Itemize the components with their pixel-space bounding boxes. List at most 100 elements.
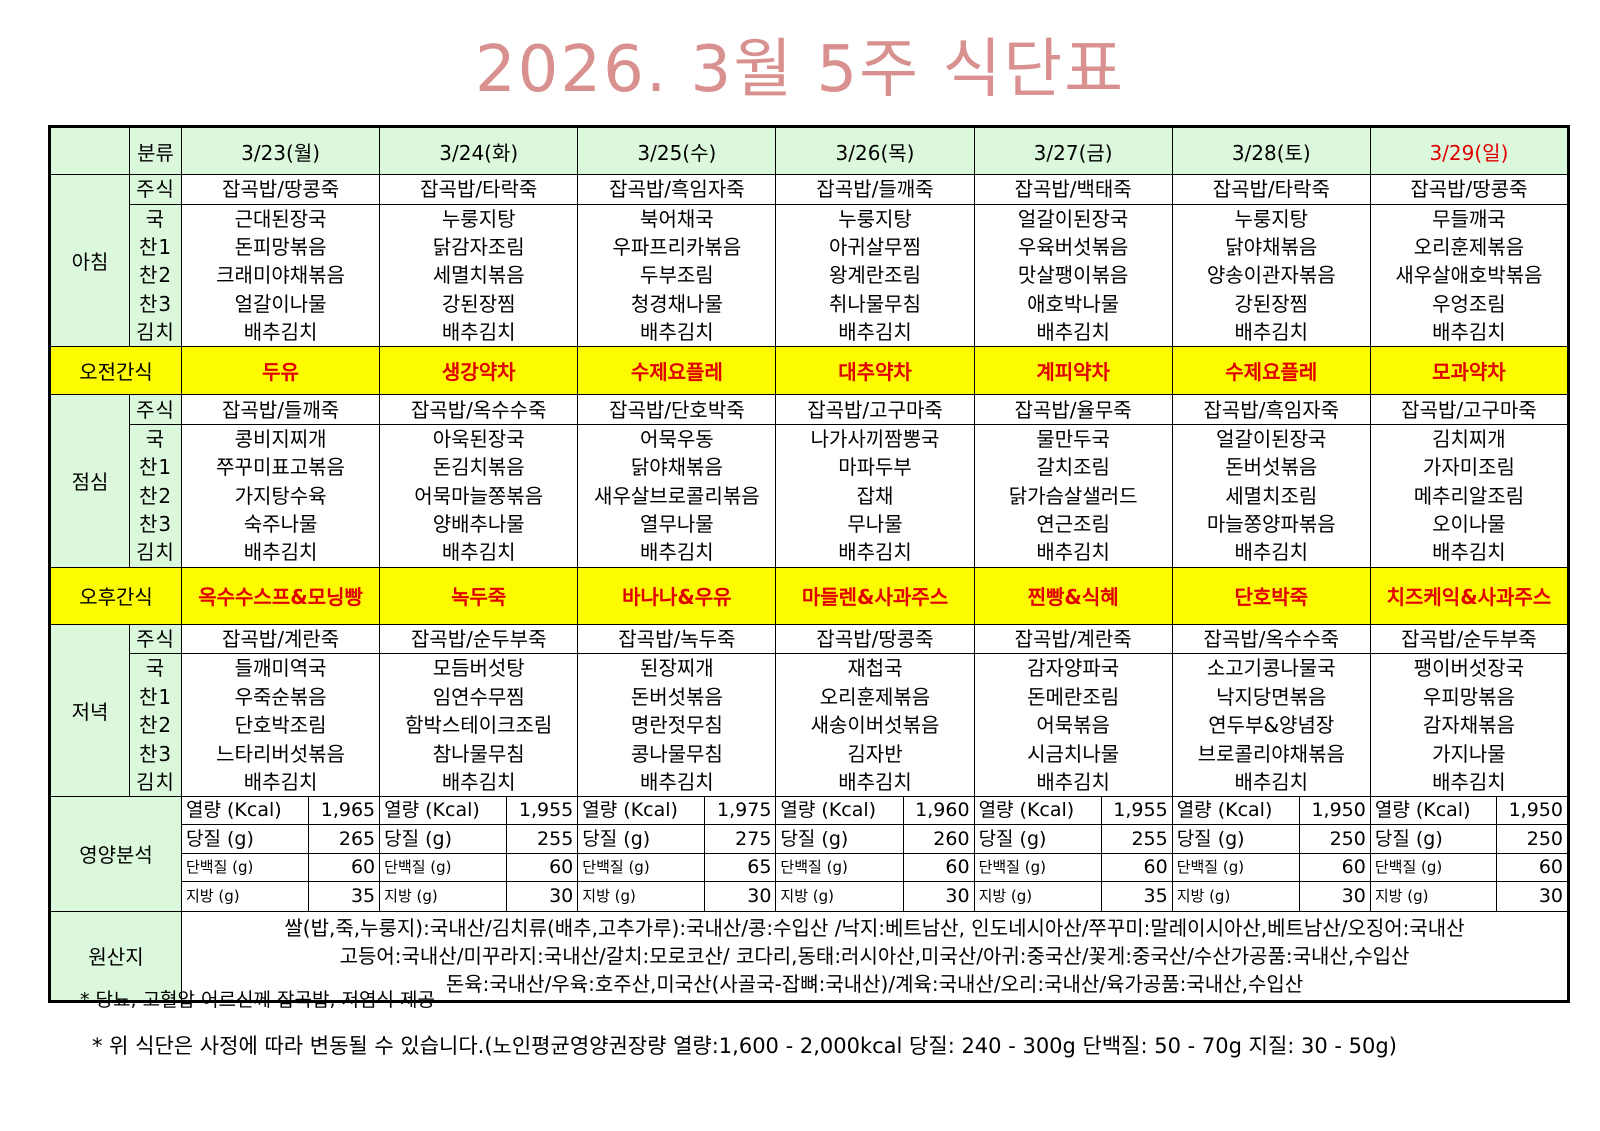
dish-item: 왕계란조림 [828, 263, 921, 288]
breakfast-label: 아침 [49, 174, 130, 348]
dish-item: 배추김치 [640, 540, 714, 565]
dish-item: 배추김치 [1234, 769, 1309, 794]
dish-item: 가지나물 [1432, 741, 1506, 766]
lunch-day-cell: 잡곡밥/고구마죽 김치찌개 가자미조림 메추리알조림 오이나물 배추김치 [1369, 394, 1570, 568]
dish-item: 맛살팽이볶음 [1017, 263, 1129, 288]
dish-item: 마파두부 [838, 455, 912, 480]
dish-item: 오이나물 [1432, 512, 1506, 537]
dish-item: 배추김치 [441, 320, 516, 345]
dish-item: 오리훈제볶음 [1413, 235, 1525, 260]
dish-item: 배추김치 [441, 769, 516, 794]
nutrition-value: 60 [309, 854, 379, 883]
nutrition-value: 1,965 [309, 798, 379, 826]
nutrition-item-label: 단백질 (g) [578, 853, 706, 883]
nutrition-value: 1,975 [705, 798, 775, 826]
dish-item: 소고기콩나물국 [1206, 656, 1336, 681]
dish-item: 잡곡밥/순두부죽 [380, 625, 577, 655]
dish-item: 배추김치 [1432, 769, 1506, 794]
nutrition-item-label: 열량 (Kcal) [578, 797, 706, 826]
dish-item: 돈버섯볶음 [1225, 455, 1318, 480]
dish-item: 김자반 [847, 741, 903, 766]
dish-item: 쭈꾸미표고볶음 [216, 455, 345, 480]
nutrition-item-label: 당질 (g) [380, 825, 508, 854]
dish-item: 얼갈이나물 [234, 291, 327, 316]
dish-item: 무나물 [847, 512, 903, 537]
nutrition-value: 250 [1497, 825, 1567, 854]
dish-item: 잡곡밥/옥수수죽 [1173, 625, 1370, 655]
morning_snack-item: 생강약차 [379, 346, 579, 396]
header-row: 분류 3/23(월) 3/24(화) 3/25(수) 3/26(목) 3/27(금) 3/2… [49, 125, 1570, 176]
nutrition-value: 60 [1497, 854, 1567, 883]
category-column: 주식 국 찬1 찬2 찬3 김치 [129, 623, 182, 798]
dish-item: 돈메란조림 [1027, 684, 1120, 709]
dish-item: 새우살브로콜리볶음 [594, 483, 760, 508]
dinner-day-cell: 잡곡밥/녹두죽 된장찌개 돈버섯볶음 명란젓무침 콩나물무침 배추김치 [577, 623, 777, 798]
note-diabetes: * 당뇨, 고혈압 어르신께 잡곡밥, 저염식 제공 [80, 989, 435, 1011]
dish-item: 닭야채볶음 [630, 455, 723, 480]
dish-list: 잡곡밥/율무죽 물만두국 갈치조림 닭가슴살샐러드 연근조림 배추김치 [975, 396, 1172, 566]
category-label: 김치 [136, 769, 175, 794]
dish-item: 잡곡밥/땅콩죽 [1371, 176, 1567, 205]
note-change: * 위 식단은 사정에 따라 변동될 수 있습니다.(노인평균영양권장량 열량:… [92, 1034, 1397, 1058]
lunch-day-cell: 잡곡밥/고구마죽 나가사끼짬뽕국 마파두부 잡채 무나물 배추김치 [775, 394, 975, 568]
nutrition-item-label: 지방 (g) [183, 882, 310, 911]
morning_snack-item: 대추약차 [775, 346, 975, 396]
dinner-day-cell: 잡곡밥/옥수수죽 소고기콩나물국 낙지당면볶음 연두부&양념장 브로콜리야채볶음 배추김치 [1171, 623, 1371, 798]
dish-item: 모듬버섯탕 [432, 656, 525, 681]
dish-item: 잡곡밥/녹두죽 [578, 625, 775, 655]
dish-item: 배추김치 [640, 320, 714, 345]
origin-row: 원산지 쌀(밥,죽,누룽지):국내산/김치류(배추,고추가루):국내산/콩:수입산… [49, 910, 1569, 1003]
dish-list: 잡곡밥/들깨죽 콩비지찌개 쭈꾸미표고볶음 가지탕수육 숙주나물 배추김치 [182, 396, 379, 566]
nutrition-cell: 열량 (Kcal) 1,950 당질 (g) 250 단백질 (g) 60 지방 (g) 30 [1369, 796, 1570, 912]
dish-item: 콩나물무침 [630, 741, 723, 766]
dish-list: 잡곡밥/계란죽 들깨미역국 우죽순볶음 단호박조림 느타리버섯볶음 배추김치 [182, 625, 379, 795]
dish-item: 세멸치볶음 [432, 263, 525, 288]
category-label: 국 [145, 656, 166, 681]
dish-item: 잡곡밥/율무죽 [975, 396, 1172, 425]
nutrition-item-label: 지방 (g) [975, 882, 1102, 911]
dish-item: 양배추나물 [432, 512, 525, 537]
dish-list: 잡곡밥/옥수수죽 소고기콩나물국 낙지당면볶음 연두부&양념장 브로콜리야채볶음 배추김치 [1173, 625, 1370, 795]
nutrition-item-label: 당질 (g) [1371, 825, 1497, 854]
dish-list: 잡곡밥/단호박죽 어묵우동 닭야채볶음 새우살브로콜리볶음 열무나물 배추김치 [578, 396, 775, 566]
dish-item: 돈김치볶음 [432, 455, 525, 480]
afternoon_snack-item: 녹두죽 [379, 566, 579, 625]
lunch-label: 점심 [49, 394, 130, 568]
nutrition-item-label: 지방 (g) [777, 882, 904, 911]
dish-item: 배추김치 [838, 320, 912, 345]
category-label: 국 [145, 206, 166, 231]
dish-list: 잡곡밥/순두부죽 팽이버섯장국 우피망볶음 감자채볶음 가지나물 배추김치 [1371, 625, 1567, 795]
dish-item: 들깨미역국 [234, 656, 327, 681]
dish-item: 브로콜리야채볶음 [1197, 741, 1345, 766]
nutrition-value: 30 [549, 885, 574, 908]
dish-item: 가자미조림 [1422, 455, 1515, 480]
dish-list: 잡곡밥/녹두죽 된장찌개 돈버섯볶음 명란젓무침 콩나물무침 배추김치 [578, 625, 775, 795]
dish-item: 콩비지찌개 [234, 426, 327, 451]
nutrition-item-label: 열량 (Kcal) [380, 797, 508, 826]
dish-item: 연근조림 [1036, 512, 1110, 537]
nutrition-value: 60 [1101, 854, 1172, 883]
lunch-day-cell: 잡곡밥/들깨죽 콩비지찌개 쭈꾸미표고볶음 가지탕수육 숙주나물 배추김치 [180, 394, 381, 568]
nutrition-value: 30 [1538, 885, 1563, 908]
nutrition-item-label: 지방 (g) [579, 882, 706, 911]
nutrition-row: 영양분석 열량 (Kcal) 1,965 당질 (g) 265 단백질 (g) 60 지방 (… [49, 796, 1570, 912]
dinner-day-cell: 잡곡밥/계란죽 감자양파국 돈메란조림 어묵볶음 시금치나물 배추김치 [973, 623, 1173, 798]
dish-item: 취나물무침 [828, 291, 921, 316]
nutrition-value: 35 [1143, 885, 1168, 908]
dish-item: 우엉조림 [1432, 291, 1506, 316]
category-label: 주식 [130, 176, 181, 205]
nutrition-value: 30 [945, 885, 970, 908]
category-label: 찬1 [138, 684, 173, 709]
dish-item: 배추김치 [243, 769, 318, 794]
dinner-label: 저녁 [49, 623, 130, 798]
dish-item: 잡곡밥/단호박죽 [578, 396, 775, 425]
dish-item: 배추김치 [1036, 769, 1110, 794]
dish-item: 우육버섯볶음 [1017, 235, 1129, 260]
morning_snack-item: 수제요플레 [1171, 346, 1371, 396]
dish-item: 새우살애호박볶음 [1395, 263, 1543, 288]
category-stack: 주식 국 찬1 찬2 찬3 김치 [130, 625, 181, 795]
nutrition-item-label: 단백질 (g) [1173, 853, 1300, 883]
dish-item: 열무나물 [640, 512, 714, 537]
dish-item: 북어채국 [640, 206, 714, 231]
afternoon_snack-row: 오후간식 옥수수스프&모닝빵 녹두죽 바나나&우유 마들렌&사과주스 찐빵&식혜 단호박죽 치… [49, 566, 1570, 625]
